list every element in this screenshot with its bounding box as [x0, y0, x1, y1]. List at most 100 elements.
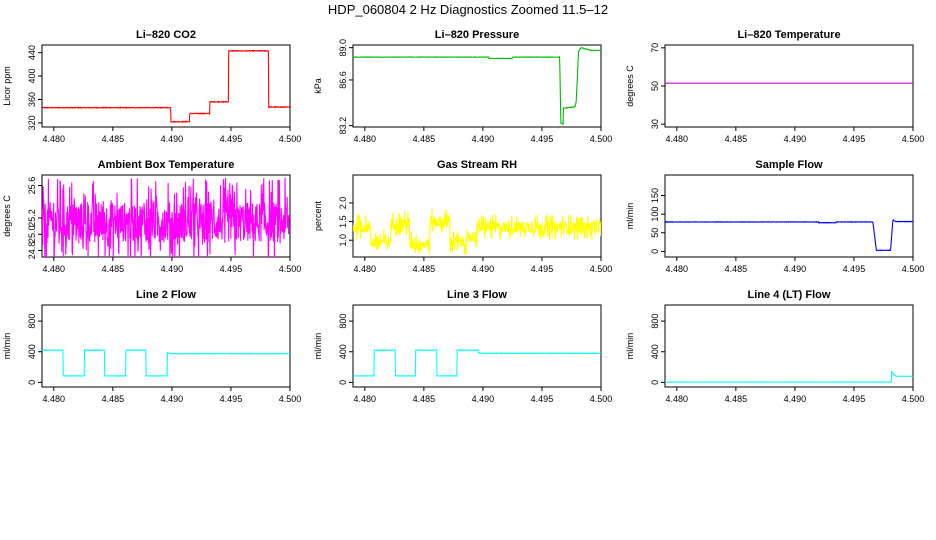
- series-line-0: [665, 218, 913, 252]
- series-line-0: [353, 46, 601, 126]
- y-tick-label: 1.0: [338, 234, 348, 247]
- y-tick-label: 800: [27, 314, 37, 329]
- y-tick-label: 100: [650, 207, 660, 222]
- panel-1: Li–820 Pressure 4.480 4.485 4.490 4.495 4.500…: [313, 29, 612, 144]
- x-tick-label: 4.490: [472, 394, 495, 404]
- y-tick-label: 1.5: [338, 215, 348, 228]
- x-tick-label: 4.495: [843, 264, 866, 274]
- x-tick-label: 4.480: [666, 394, 689, 404]
- series-line-0: [42, 349, 290, 377]
- x-tick-label: 4.490: [784, 264, 807, 274]
- y-tick-label: 25.2: [27, 209, 37, 227]
- x-tick-label: 4.495: [531, 134, 554, 144]
- y-axis-label: ml/min: [2, 333, 12, 360]
- panel-3: Ambient Box Temperature 4.480 4.485 4.490 4.…: [2, 159, 301, 274]
- y-tick-label: 400: [27, 69, 37, 84]
- panel-title: Li–820 Temperature: [737, 29, 840, 41]
- y-axis-label: Licor ppm: [2, 66, 12, 106]
- x-tick-label: 4.485: [102, 134, 125, 144]
- x-tick-label: 4.495: [531, 394, 554, 404]
- y-axis-label: percent: [313, 200, 323, 231]
- x-tick-label: 4.480: [666, 134, 689, 144]
- y-tick-label: 30: [650, 119, 660, 129]
- y-tick-label: 25.0: [27, 226, 37, 244]
- y-tick-label: 50: [650, 81, 660, 91]
- x-tick-label: 4.490: [784, 134, 807, 144]
- x-tick-label: 4.500: [590, 134, 613, 144]
- series-line-0: [665, 370, 913, 383]
- plot-frame: [664, 174, 914, 258]
- y-tick-label: 86.6: [338, 71, 348, 89]
- x-tick-label: 4.500: [279, 134, 302, 144]
- y-tick-label: 0: [650, 249, 660, 254]
- y-tick-label: 0: [27, 380, 37, 385]
- y-tick-label: 150: [650, 188, 660, 203]
- panel-title: Ambient Box Temperature: [98, 159, 235, 171]
- y-axis-label: kPa: [313, 78, 323, 94]
- y-tick-label: 50: [650, 228, 660, 238]
- y-axis-label: ml/min: [313, 333, 323, 360]
- y-tick-label: 400: [650, 344, 660, 359]
- x-tick-label: 4.485: [725, 264, 748, 274]
- x-tick-label: 4.480: [354, 134, 377, 144]
- panel-5: Sample Flow 4.480 4.485 4.490 4.495 4.500 0 50 1…: [625, 159, 924, 274]
- x-tick-label: 4.480: [43, 134, 66, 144]
- panel-title: Li–820 Pressure: [435, 29, 519, 41]
- x-tick-label: 4.485: [725, 394, 748, 404]
- x-tick-label: 4.490: [784, 394, 807, 404]
- x-tick-label: 4.500: [279, 264, 302, 274]
- panel-title: Sample Flow: [755, 159, 823, 171]
- y-tick-label: 400: [338, 344, 348, 359]
- x-tick-label: 4.485: [413, 264, 436, 274]
- y-tick-label: 800: [650, 314, 660, 329]
- x-tick-label: 4.500: [902, 134, 925, 144]
- panel-8: Line 4 (LT) Flow 4.480 4.485 4.490 4.495 4.50…: [625, 289, 924, 404]
- plot-frame: [352, 174, 602, 258]
- panel-title: Line 3 Flow: [447, 289, 507, 301]
- x-tick-label: 4.490: [472, 264, 495, 274]
- panel-6: Line 2 Flow 4.480 4.485 4.490 4.495 4.500 0 400…: [2, 289, 301, 404]
- y-tick-label: 70: [650, 43, 660, 53]
- page-title: HDP_060804 2 Hz Diagnostics Zoomed 11.5–…: [327, 2, 609, 17]
- x-tick-label: 4.500: [590, 394, 613, 404]
- x-tick-label: 4.500: [902, 264, 925, 274]
- x-tick-label: 4.500: [590, 264, 613, 274]
- x-tick-label: 4.485: [413, 134, 436, 144]
- panel-4: Gas Stream RH 4.480 4.485 4.490 4.495 4.500 1.…: [313, 159, 612, 274]
- y-axis-label: ml/min: [625, 203, 635, 230]
- series-line-0: [353, 208, 601, 256]
- y-tick-label: 89.0: [338, 39, 348, 57]
- y-axis-label: degrees C: [625, 65, 635, 107]
- plot-frame: [664, 44, 914, 128]
- plot-frame: [352, 44, 602, 128]
- x-tick-label: 4.495: [531, 264, 554, 274]
- x-tick-label: 4.495: [843, 394, 866, 404]
- x-tick-label: 4.480: [43, 394, 66, 404]
- x-tick-label: 4.490: [161, 394, 184, 404]
- y-axis-label: degrees C: [2, 195, 12, 237]
- y-tick-label: 83.2: [338, 117, 348, 135]
- panel-7: Line 3 Flow 4.480 4.485 4.490 4.495 4.500 0 400…: [313, 289, 612, 404]
- x-tick-label: 4.500: [902, 394, 925, 404]
- y-tick-label: 24.8: [27, 242, 37, 260]
- x-tick-label: 4.490: [472, 134, 495, 144]
- y-tick-label: 800: [338, 314, 348, 329]
- panel-2: Li–820 Temperature 4.480 4.485 4.490 4.495 4.…: [625, 29, 924, 144]
- panel-title: Line 4 (LT) Flow: [748, 289, 831, 301]
- series-line-0: [42, 177, 290, 257]
- x-tick-label: 4.485: [725, 134, 748, 144]
- x-tick-label: 4.480: [354, 264, 377, 274]
- y-tick-label: 320: [27, 115, 37, 130]
- y-axis-label: ml/min: [625, 333, 635, 360]
- x-tick-label: 4.480: [666, 264, 689, 274]
- plot-frame: [41, 304, 291, 388]
- y-tick-label: 25.6: [27, 177, 37, 195]
- series-line-0: [353, 348, 601, 378]
- x-tick-label: 4.485: [413, 394, 436, 404]
- panel-title: Gas Stream RH: [437, 159, 517, 171]
- x-tick-label: 4.500: [279, 394, 302, 404]
- x-tick-label: 4.495: [220, 264, 243, 274]
- y-tick-label: 0: [650, 380, 660, 385]
- x-tick-label: 4.495: [220, 394, 243, 404]
- panel-title: Line 2 Flow: [136, 289, 196, 301]
